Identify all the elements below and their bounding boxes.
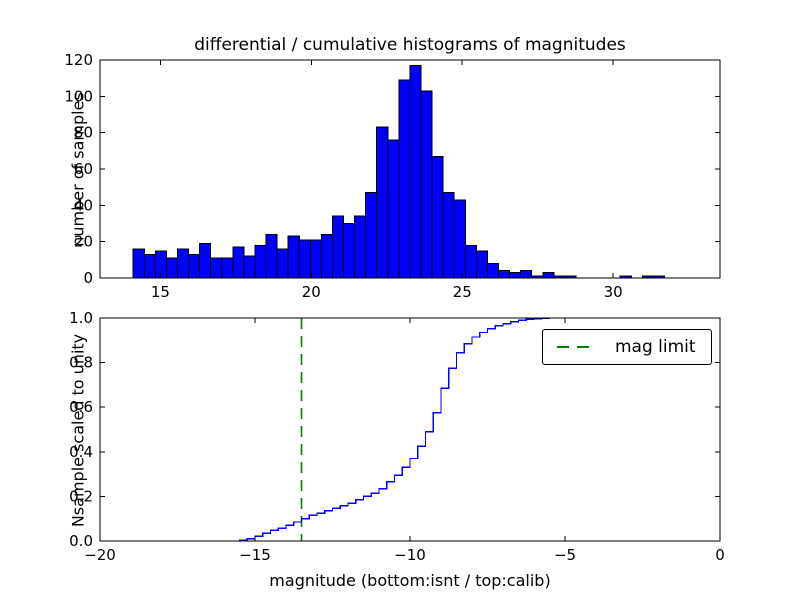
histogram-bar [431, 155, 444, 279]
differential-histogram-x-tick-label: 30 [604, 283, 623, 301]
histogram-bar [298, 239, 311, 279]
differential-histogram-y-tick-label: 100 [64, 87, 93, 105]
histogram-bar [365, 192, 378, 279]
differential-histogram-x-tick-label: 15 [151, 283, 170, 301]
histogram-bar [320, 233, 333, 279]
differential-histogram-y-tick-label: 60 [74, 160, 93, 178]
cumulative-histogram-x-tick-label: −20 [84, 546, 116, 564]
histogram-bar [132, 248, 145, 279]
histogram-bar [243, 255, 256, 279]
histogram-bar [409, 65, 422, 279]
figure-title: differential / cumulative histograms of … [194, 35, 626, 55]
differential-histogram-y-tick-label: 120 [64, 51, 93, 69]
histogram-bar [387, 139, 400, 279]
histogram-bar [232, 246, 245, 279]
histogram-bar [210, 257, 223, 279]
cumulative-histogram-y-tick-label: 1.0 [69, 309, 93, 327]
histogram-bar [509, 272, 522, 279]
top-y-axis-label: number of samples [68, 92, 88, 247]
histogram-bar [420, 90, 433, 279]
cumulative-histogram-y-tick-label: 0.4 [69, 443, 93, 461]
histogram-bar [464, 244, 477, 279]
differential-histogram-y-tick-label: 0 [83, 269, 93, 287]
cumulative-histogram-x-tick-label: −15 [239, 546, 271, 564]
cumulative-histogram-x-tick-label: 0 [715, 546, 725, 564]
cumulative-histogram-y-tick-label: 0.2 [69, 487, 93, 505]
histogram-bar [475, 250, 488, 279]
histogram-bar [343, 223, 356, 279]
mag-limit-dashed-line-sample [557, 346, 597, 348]
histogram-bar [165, 257, 178, 279]
differential-histogram-x-tick-label: 20 [302, 283, 321, 301]
legend-box: mag limit [542, 329, 712, 365]
x-axis-label: magnitude (bottom:isnt / top:calib) [269, 571, 551, 590]
cumulative-histogram-y-tick-label: 0.8 [69, 354, 93, 372]
histogram-bar [453, 199, 466, 279]
legend-label: mag limit [615, 337, 696, 357]
histogram-bar [276, 248, 289, 279]
histogram-bar [498, 270, 511, 279]
cumulative-histogram-y-tick-label: 0.6 [69, 398, 93, 416]
histogram-bar [376, 126, 389, 279]
cumulative-curve [100, 317, 720, 542]
histogram-bar [520, 270, 533, 279]
histogram-bar [177, 248, 190, 279]
cumulative-histogram-y-tick-label: 0.0 [69, 532, 93, 550]
histogram-bar [331, 215, 344, 279]
cumulative-histogram-x-tick-label: −5 [554, 546, 576, 564]
histogram-bar [354, 215, 367, 279]
histogram-bar [199, 243, 212, 279]
histogram-bar [542, 272, 555, 279]
cumulative-histogram-x-tick-label: −10 [394, 546, 426, 564]
histogram-bar [265, 233, 278, 279]
histogram-bar [287, 235, 300, 279]
histogram-bar [309, 239, 322, 279]
histogram-bar [486, 263, 499, 279]
bottom-y-axis-label: Nsample scaled to unity [68, 333, 88, 528]
histogram-bar [143, 253, 156, 279]
histogram-bar [398, 79, 411, 279]
differential-histogram-y-tick-label: 40 [74, 196, 93, 214]
differential-histogram-x-tick-label: 25 [453, 283, 472, 301]
histogram-bar [188, 253, 201, 279]
histogram-bar [221, 257, 234, 279]
differential-histogram-y-tick-label: 80 [74, 124, 93, 142]
differential-histogram-y-tick-label: 20 [74, 233, 93, 251]
histogram-bar [254, 244, 267, 279]
histogram-bar [442, 192, 455, 279]
